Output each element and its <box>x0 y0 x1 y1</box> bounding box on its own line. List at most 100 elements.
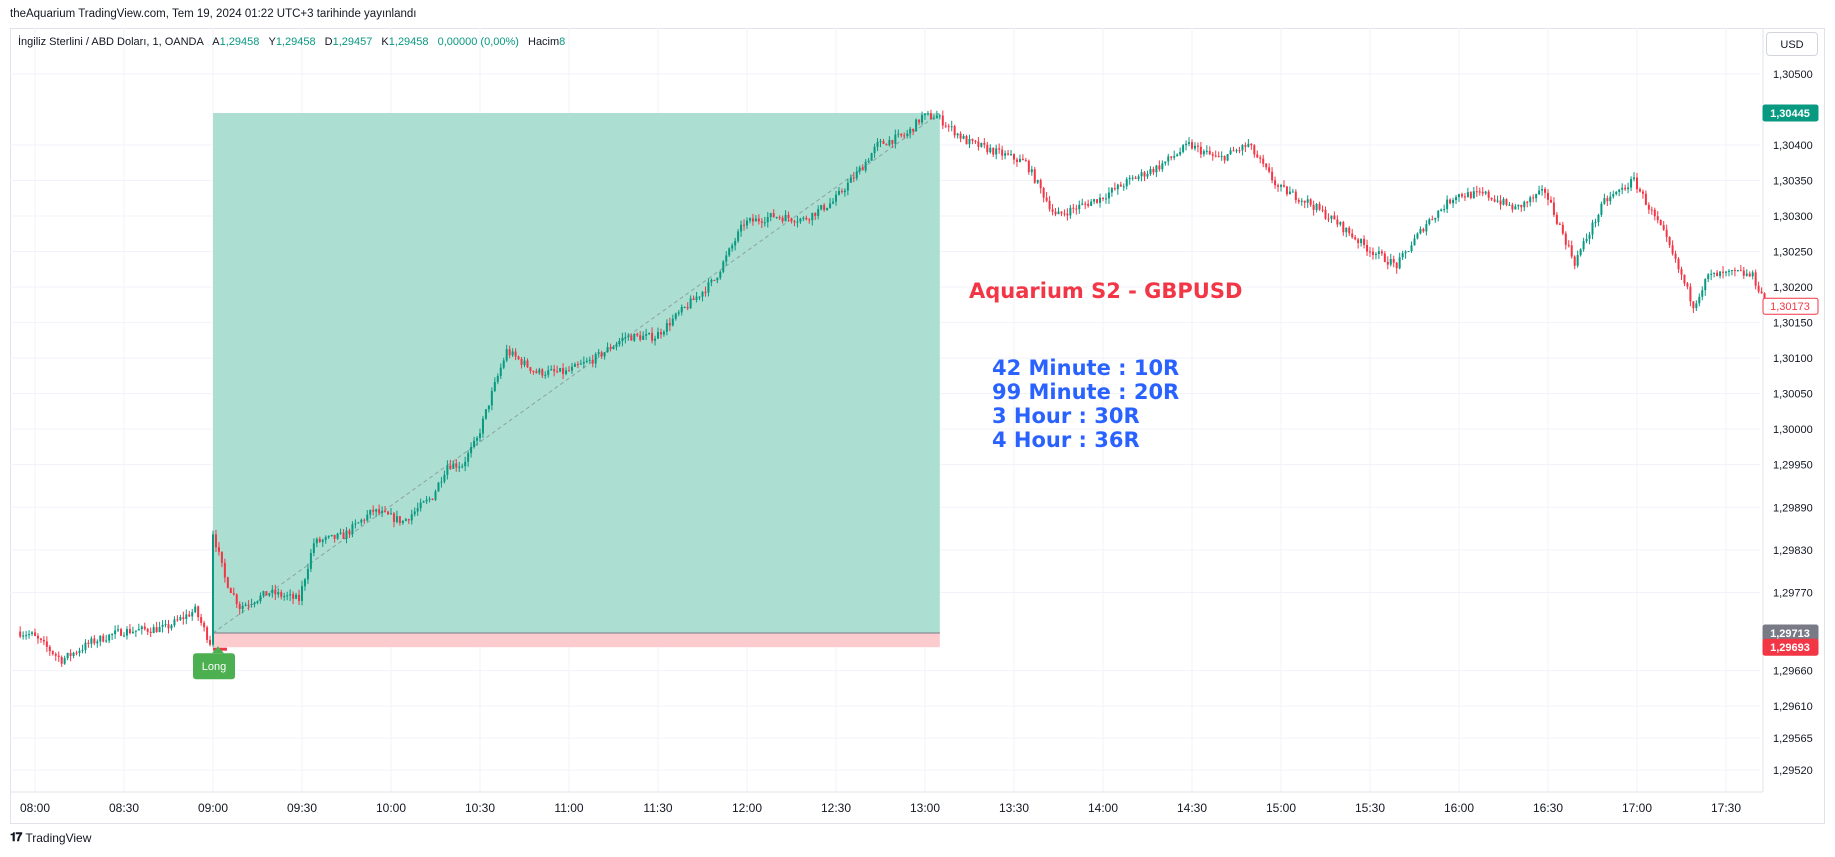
candle-body <box>1641 191 1644 194</box>
candle-body <box>321 539 324 542</box>
candle-body <box>695 296 698 301</box>
candle-body <box>1407 251 1410 253</box>
candle-body <box>1463 196 1466 198</box>
candle-body <box>493 381 496 391</box>
candle-body <box>1612 194 1615 197</box>
candle-body <box>366 514 369 521</box>
candle-body <box>959 133 962 139</box>
candle-body <box>1440 209 1443 211</box>
stop-price-tag-text: 1,29693 <box>1770 642 1810 654</box>
candle-body <box>1232 150 1235 152</box>
candle-body <box>1552 202 1555 215</box>
candle-body <box>90 638 93 644</box>
candle-body <box>1226 154 1229 161</box>
candle-body <box>262 591 265 596</box>
candle-body <box>1446 199 1449 209</box>
close-value: 1,29458 <box>388 36 429 48</box>
candle-body <box>1030 169 1033 173</box>
candle-body <box>455 463 458 468</box>
candle-body <box>1309 199 1312 205</box>
candle-body <box>351 524 354 534</box>
candle-body <box>437 482 440 492</box>
candle-body <box>1327 218 1330 220</box>
candle-body <box>526 360 529 368</box>
candle-body <box>829 203 832 208</box>
candle-body <box>885 143 888 146</box>
candle-body <box>535 371 538 374</box>
candle-body <box>719 271 722 278</box>
candle-body <box>894 134 897 144</box>
candle-body <box>1449 199 1452 204</box>
candle-body <box>903 135 906 137</box>
candle-body <box>683 306 686 308</box>
candle-body <box>191 612 194 617</box>
candle-body <box>1621 187 1624 190</box>
candle-body <box>517 356 520 359</box>
last-price-tag-text: 1,30173 <box>1770 301 1810 313</box>
candle-body <box>283 596 286 598</box>
candle-body <box>1193 145 1196 149</box>
candle-body <box>541 369 544 376</box>
candle-body <box>849 177 852 183</box>
candle-body <box>864 161 867 171</box>
candle-body <box>1366 244 1369 252</box>
candle-body <box>615 344 618 347</box>
candle-body <box>128 629 131 634</box>
candle-body <box>891 140 894 144</box>
current-price-tag-bg <box>1762 104 1819 122</box>
candle-body <box>962 136 965 139</box>
y-tick-label: 1,30300 <box>1773 211 1813 223</box>
tradingview-logo[interactable]: 𝟏𝟕 TradingView <box>10 830 91 845</box>
x-tick-label: 11:30 <box>643 801 672 815</box>
candle-body <box>1357 239 1360 244</box>
y-tick-label: 1,29565 <box>1773 733 1813 745</box>
candle-body <box>1434 217 1437 220</box>
symbol-name[interactable]: İngiliz Sterlini / ABD Doları, 1, OANDA <box>18 36 204 48</box>
candle-body <box>496 376 499 382</box>
candle-body <box>837 190 840 195</box>
candle-body <box>295 594 298 599</box>
candle-body <box>51 651 54 654</box>
candle-body <box>476 437 479 441</box>
chart-frame[interactable] <box>10 28 1825 824</box>
candle-body <box>882 141 885 144</box>
candle-body <box>434 491 437 500</box>
candle-body <box>1541 188 1544 191</box>
candle-body <box>22 635 25 637</box>
candle-body <box>1704 279 1707 291</box>
currency-button[interactable]: USD <box>1766 32 1818 56</box>
candle-body <box>1318 203 1321 210</box>
candle-body <box>1695 303 1698 309</box>
candle-body <box>1007 153 1010 155</box>
candle-body <box>1113 188 1116 190</box>
candle-body <box>1671 245 1674 254</box>
candle-body <box>921 115 924 123</box>
candle-body <box>1096 199 1099 203</box>
candle-body <box>636 333 639 336</box>
x-tick-label: 16:00 <box>1444 801 1474 815</box>
candle-body <box>1633 177 1636 180</box>
candle-body <box>1692 301 1695 309</box>
chart-title-annotation: Aquarium S2 - GBPUSD <box>969 279 1242 303</box>
candle-body <box>1265 163 1268 168</box>
candle-body <box>238 604 241 609</box>
candle-body <box>790 218 793 222</box>
candle-body <box>713 279 716 281</box>
candle-body <box>1680 269 1683 275</box>
candle-body <box>1220 156 1223 158</box>
candle-body <box>1573 256 1576 266</box>
candle-body <box>318 538 321 542</box>
candle-body <box>1686 283 1689 287</box>
candle-body <box>532 370 535 372</box>
candle-body <box>802 217 805 219</box>
tradingview-logo-icon: 𝟏𝟕 <box>10 830 22 844</box>
candle-body <box>395 516 398 522</box>
candle-body <box>45 641 48 647</box>
candle-body <box>348 530 351 534</box>
candle-body <box>1075 208 1078 210</box>
candle-body <box>75 652 78 654</box>
y-tick-label: 1,30500 <box>1773 69 1813 81</box>
candle-body <box>1428 219 1431 225</box>
y-tick-label: 1,30200 <box>1773 282 1813 294</box>
